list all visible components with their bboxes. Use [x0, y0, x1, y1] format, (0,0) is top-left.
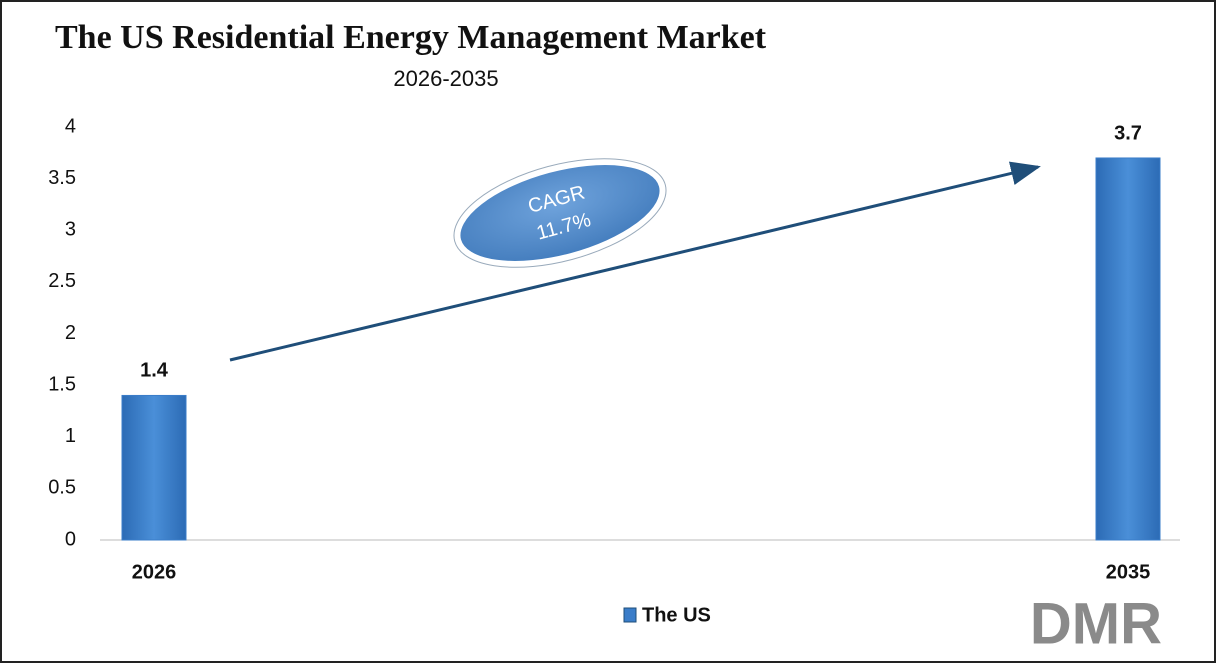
chart-subtitle: 2026-2035	[393, 66, 498, 91]
cagr-outline	[453, 158, 667, 268]
y-tick-label: 1	[65, 425, 76, 447]
y-tick-label: 2.5	[48, 270, 76, 292]
x-tick-label: 2035	[1106, 561, 1151, 583]
logo: DMR	[1030, 591, 1162, 656]
y-tick-label: 1.5	[48, 373, 76, 395]
y-tick-label: 3.5	[48, 167, 76, 189]
x-tick-label: 2026	[132, 561, 177, 583]
cagr-ellipse	[455, 160, 665, 266]
y-tick-label: 4	[65, 115, 76, 137]
y-tick-label: 2	[65, 322, 76, 344]
y-tick-label: 3	[65, 219, 76, 241]
bar	[121, 394, 187, 541]
data-label: 3.7	[1114, 122, 1142, 144]
bar	[1095, 157, 1161, 541]
legend-swatch	[623, 607, 637, 623]
y-tick-label: 0.5	[48, 477, 76, 499]
y-tick-label: 0	[65, 528, 76, 550]
trend-arrow	[229, 161, 1041, 362]
data-label: 1.4	[140, 360, 169, 382]
legend-label: The US	[642, 604, 711, 626]
chart-title: The US Residential Energy Management Mar…	[55, 19, 767, 56]
cagr-badge: CAGR 11.7%	[453, 158, 667, 268]
